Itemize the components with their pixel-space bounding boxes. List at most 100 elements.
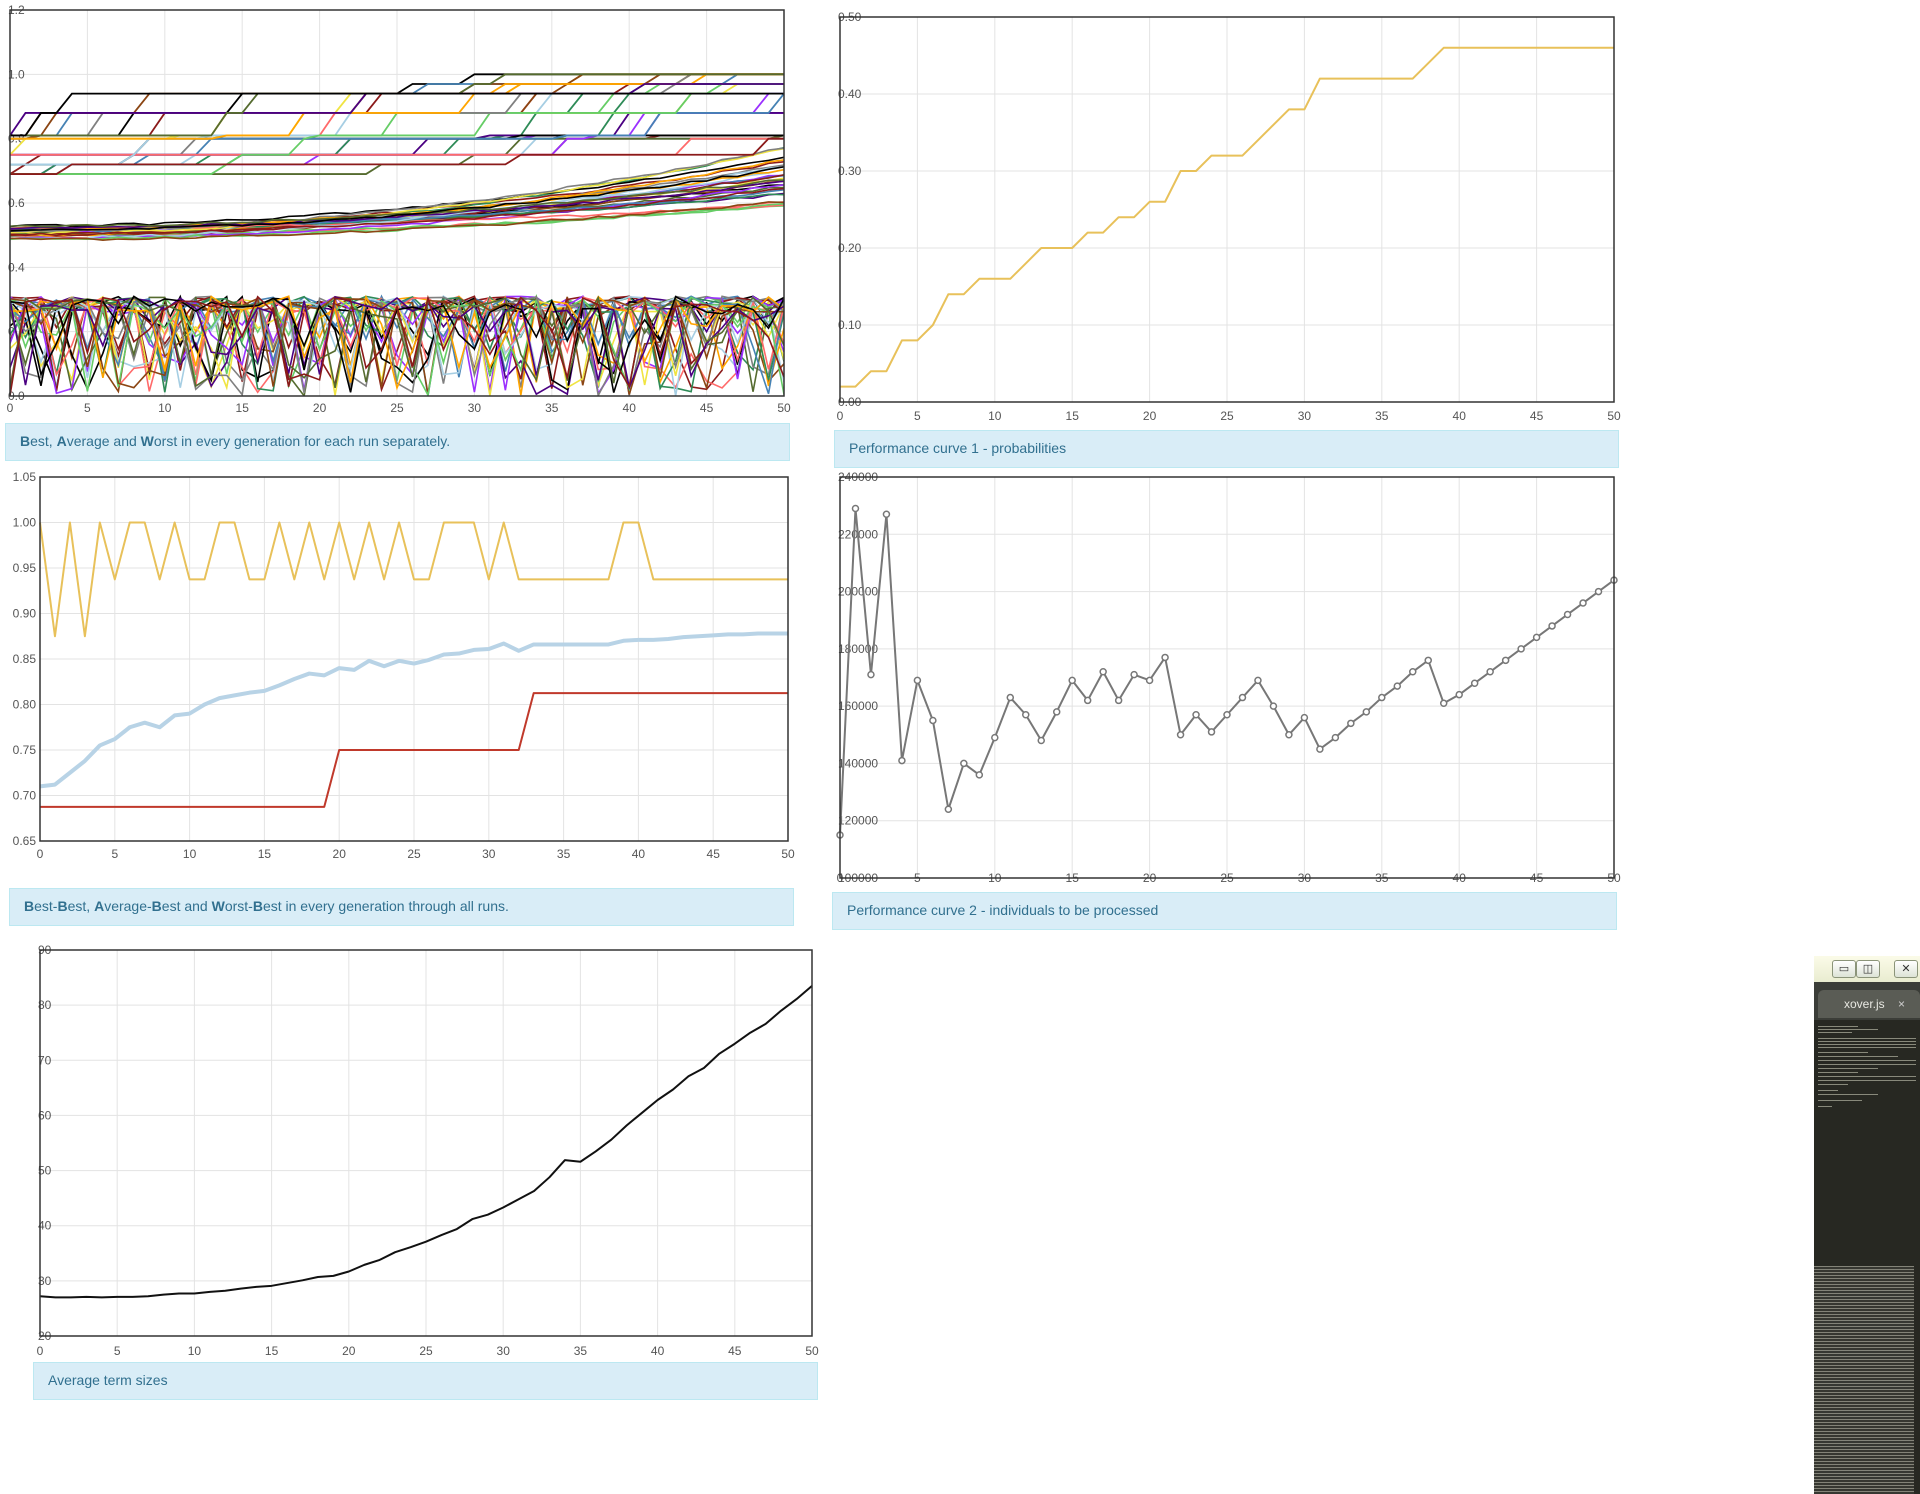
y-tick-label: 200000 [838,585,878,599]
data-point [1099,668,1107,676]
data-point [867,670,875,679]
x-tick-label: 15 [258,847,272,861]
perf2-grid [839,476,1615,879]
tab-close-icon[interactable]: × [1898,997,1906,1011]
perf1-plot-frame [839,16,1615,403]
perf2-chart-panel: 0 5 10 15 20 25 30 35 40 45 50 100000 120000 140000 16… [820,462,1621,932]
editor-titlebar[interactable]: ▭ ◫ ✕ [1814,956,1920,983]
y-tick-label: 30 [38,1274,52,1288]
data-point [1378,693,1386,702]
runs-series-group [10,73,784,396]
y-tick-label: 0.85 [13,652,37,666]
data-point [1114,696,1123,705]
y-tick-label: 1.00 [13,516,37,530]
maximize-button[interactable]: ◫ [1856,960,1880,978]
perf1-grid [839,16,1615,403]
y-tick-label: 0.6 [8,196,25,210]
caption-text: Average term sizes [48,1372,168,1388]
perf1-chart-panel: 0 5 10 15 20 25 30 35 40 45 50 0.00 0.10 0.20 0.30 0.40… [820,0,1621,470]
x-tick-label: 10 [188,1344,202,1358]
x-tick-label: 45 [700,401,714,415]
editor-tab[interactable]: xover.js × [1818,990,1920,1018]
data-point [991,733,999,742]
x-tick-label: 0 [37,1344,44,1358]
data-point [1052,708,1061,716]
x-tick-label: 35 [545,401,559,415]
y-tick-label: 0.30 [838,164,862,178]
caption-text: orst- [224,898,253,914]
bab-grid [39,476,789,842]
caption-text: est, [67,898,95,914]
y-tick-label: 60 [38,1108,52,1122]
x-tick-label: 5 [914,409,921,423]
x-tick-label: 10 [988,409,1002,423]
editor-code-area[interactable] [1814,1020,1920,1494]
data-point [1006,693,1015,702]
editor-tab-label: xover.js [1844,997,1885,1011]
y-tick-label: 120000 [838,814,878,828]
y-tick-label: 0.90 [13,607,37,621]
series-line [39,985,813,1299]
caption-text: B [151,898,162,914]
close-window-button[interactable]: ✕ [1894,960,1918,978]
caption-text: Performance curve 1 - probabilities [849,440,1067,456]
worst-series-line [10,294,784,396]
y-tick-label: 50 [38,1164,52,1178]
editor-window[interactable]: ▭ ◫ ✕ xover.js × [1814,956,1920,1494]
y-tick-label: 0.70 [13,789,37,803]
data-point [1424,656,1432,665]
perf1-chart: 0 5 10 15 20 25 30 35 40 45 500.000.100.200.300.40… [837,10,1621,423]
caption-text: B [24,898,35,914]
caption-text: Performance curve 2 - individuals to be … [847,902,1159,918]
y-tick-label: 0.80 [13,698,37,712]
x-tick-label: 45 [1530,409,1544,423]
x-tick-label: 25 [1220,409,1234,423]
x-tick-label: 0 [837,409,844,423]
x-tick-label: 45 [707,847,721,861]
x-tick-label: 5 [114,1344,121,1358]
x-tick-label: 25 [390,401,404,415]
data-point [1563,610,1572,619]
data-point [1439,699,1448,708]
bab-chart-panel: 0 5 10 15 20 25 30 35 40 45 50 0.65 0.70 0.75 0.80 0.85… [0,462,800,932]
x-tick-label: 5 [111,847,118,861]
runs-chart-panel: 0 5 10 15 20 25 30 35 40 45 50 0.0 0.2 0.4 0.6 0.8 1.0 1.… [0,0,800,470]
caption-text: verage- [104,898,152,914]
x-tick-label: 20 [1143,409,1157,423]
data-point [1130,670,1138,679]
x-tick-label: 10 [158,401,172,415]
data-point [929,716,937,725]
caption-text: B [57,898,68,914]
terms-chart-panel: 0 5 10 15 20 25 30 35 40 45 50 20 30 40 50 60 70 80 90 Ave… [0,932,830,1402]
x-tick-label: 0 [7,401,14,415]
series-line [40,692,788,808]
terms-grid [39,949,813,1337]
minimize-button[interactable]: ▭ [1832,960,1856,978]
data-point [944,805,953,814]
x-tick-label: 30 [1298,409,1312,423]
data-point [1176,731,1185,739]
data-point [882,510,891,518]
x-tick-label: 5 [84,401,91,415]
best-series-line [10,137,784,175]
x-tick-label: 15 [236,401,250,415]
x-tick-label: 35 [1375,409,1389,423]
y-tick-label: 1.05 [13,470,37,484]
series-line [840,46,1614,388]
data-point [1300,713,1309,722]
bab-chart: 0 5 10 15 20 25 30 35 40 45 50 0.65 0.70 0.75 0.80 0.85… [13,470,795,861]
data-point [975,771,984,779]
x-tick-label: 35 [574,1344,588,1358]
caption-text: B [20,433,31,449]
data-point [898,756,906,765]
data-point [1022,710,1030,719]
y-tick-label: 1.0 [8,67,25,81]
editor-tab-strip: xover.js × [1814,982,1920,1020]
caption-text: est, [30,433,57,449]
y-tick-label: 40 [38,1219,52,1233]
terms-plot-frame [39,949,813,1337]
data-point [1192,710,1200,719]
data-point [1409,668,1417,676]
data-point [1455,690,1463,699]
